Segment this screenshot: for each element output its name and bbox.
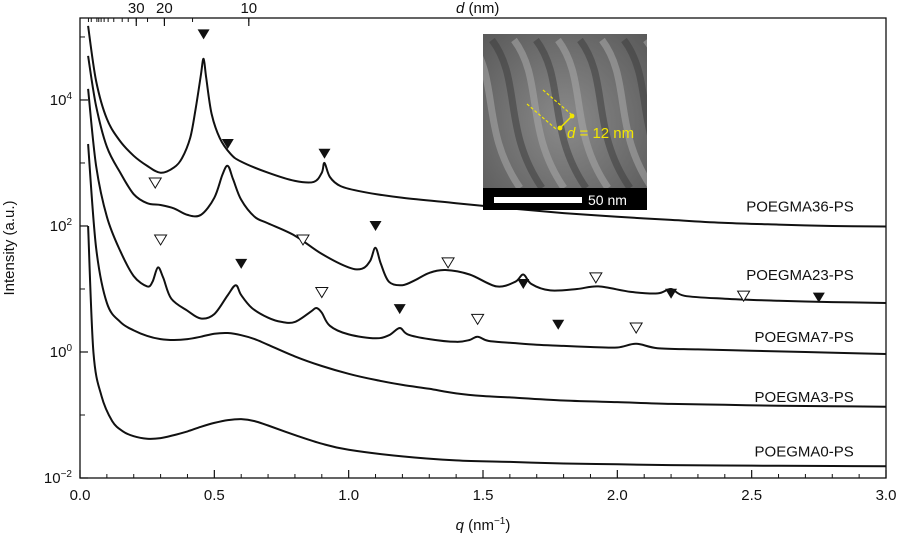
open-peak-marker — [296, 234, 310, 246]
y-axis-title: Intensity (a.u.) — [1, 200, 18, 295]
inset-spacing-dot-1 — [557, 125, 563, 131]
open-peak-marker — [470, 313, 485, 326]
tem-lamella — [577, 37, 633, 188]
filled-peak-marker — [197, 29, 210, 40]
x-tick-label: 1.0 — [338, 487, 359, 504]
x-tick-label: 2.5 — [741, 487, 762, 504]
tem-lamella — [599, 37, 647, 187]
x-tick-label: 2.0 — [607, 487, 628, 504]
x-tick-label: 0.0 — [70, 487, 91, 504]
filled-peak-marker — [369, 220, 382, 231]
tem-image — [483, 34, 647, 210]
top-tick-label: 20 — [156, 0, 173, 17]
series-line-POEGMA36-PS — [87, 25, 887, 228]
filled-peak-marker — [517, 278, 530, 289]
tem-lamellae-texture — [483, 37, 647, 188]
x-tick-label: 0.5 — [204, 487, 225, 504]
inset-spacing-line-1 — [526, 103, 557, 130]
series-layer — [87, 25, 887, 468]
series-line-POEGMA23-PS — [87, 55, 887, 304]
series-label: POEGMA7-PS — [755, 329, 854, 346]
open-peak-marker — [629, 322, 644, 335]
open-peak-marker — [314, 286, 329, 299]
top-axis-title: d (nm) — [456, 0, 499, 17]
y-axis-ticks: 10−2 100 102 104 — [44, 36, 88, 487]
series-line-POEGMA0-PS — [87, 225, 887, 468]
series-label: POEGMA0-PS — [755, 443, 854, 460]
tem-lamella — [511, 37, 567, 188]
inset-scale-bar-label: 50 nm — [588, 192, 627, 208]
top-axis-ticks: 30 20 10 — [87, 0, 257, 26]
inset-spacing-dot-2 — [569, 113, 575, 119]
open-peak-marker — [736, 290, 751, 303]
open-peak-marker — [148, 177, 163, 190]
inset-spacing-line-2 — [542, 89, 573, 116]
filled-peak-marker — [552, 319, 565, 330]
filled-peak-marker — [318, 148, 331, 159]
tem-lamella — [489, 37, 545, 188]
x-tick-label: 1.5 — [473, 487, 494, 504]
filled-peak-marker — [812, 292, 825, 303]
tem-inset: 50 nm d = 12 nm — [483, 34, 647, 210]
series-label: POEGMA3-PS — [755, 389, 854, 406]
top-tick-label: 10 — [240, 0, 257, 17]
y-tick-label: 100 — [50, 343, 73, 361]
x-axis-ticks: 0.0 0.5 1.0 1.5 2.0 2.5 3.0 — [70, 470, 897, 504]
open-peak-marker — [153, 234, 168, 246]
inset-annotation: d = 12 nm — [567, 125, 634, 142]
filled-peak-marker — [393, 304, 406, 315]
open-peak-marker — [441, 257, 455, 269]
tem-lamella — [643, 39, 647, 48]
tem-lamella — [621, 37, 647, 136]
series-label-layer: POEGMA36-PS POEGMA23-PS POEGMA7-PS POEGMA3-… — [746, 198, 854, 460]
inset-spacing-bracket — [559, 115, 573, 129]
tem-lamella — [533, 37, 589, 188]
series-label: POEGMA36-PS — [746, 198, 854, 215]
top-tick-label: 30 — [128, 0, 145, 17]
tem-lamella — [483, 55, 523, 188]
y-tick-label: 104 — [50, 91, 73, 109]
series-line-POEGMA7-PS — [87, 88, 887, 355]
series-line-POEGMA3-PS — [87, 143, 887, 408]
filled-peak-marker — [665, 288, 678, 299]
x-axis-title: q (nm−1) — [456, 516, 511, 534]
y-tick-label: 10−2 — [44, 469, 73, 487]
y-tick-label: 102 — [50, 217, 73, 235]
series-label: POEGMA23-PS — [746, 267, 854, 284]
marker-layer — [148, 29, 825, 335]
filled-peak-marker — [235, 258, 248, 269]
open-peak-marker — [588, 272, 603, 284]
x-tick-label: 3.0 — [876, 487, 897, 504]
filled-peak-marker — [221, 139, 234, 150]
tem-lamella — [555, 37, 611, 188]
